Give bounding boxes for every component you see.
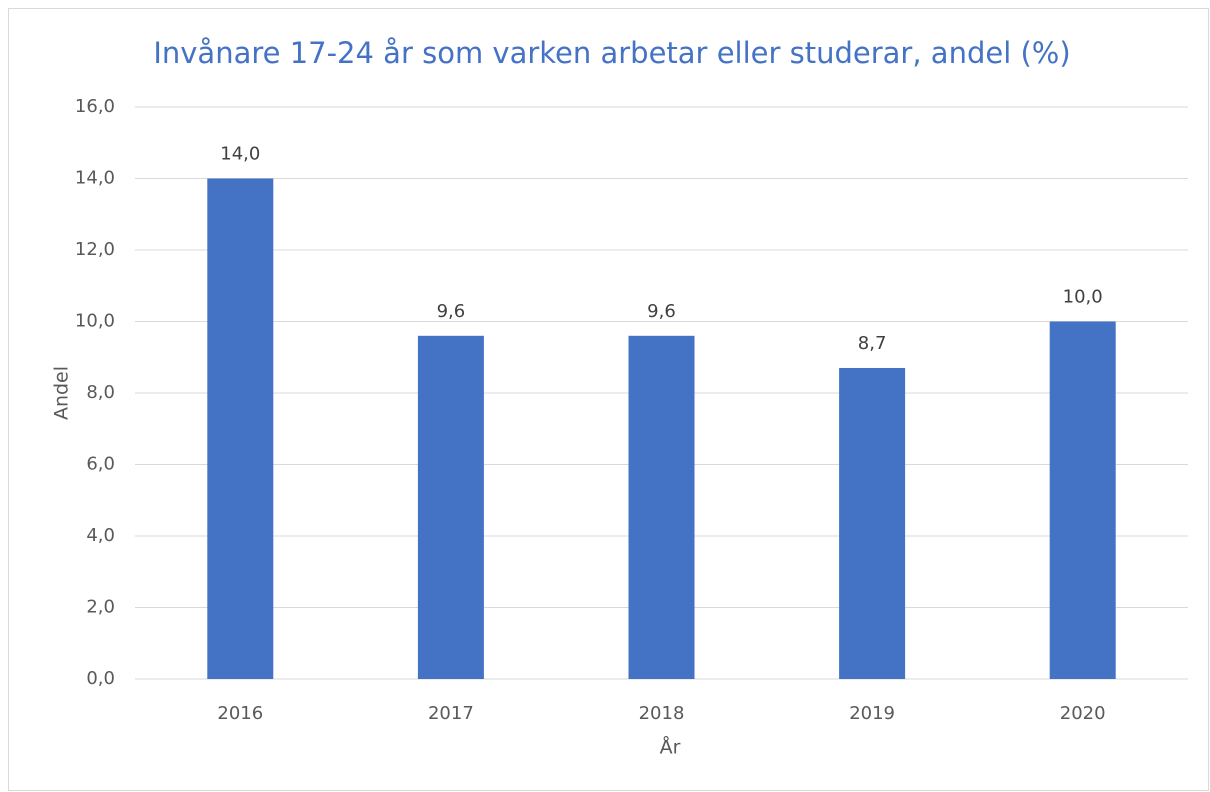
data-label: 10,0 — [1063, 287, 1103, 308]
bar — [839, 367, 906, 679]
y-tick-label: 0,0 — [86, 668, 115, 689]
x-tick-label: 2016 — [217, 703, 263, 724]
y-tick-label: 14,0 — [75, 168, 115, 189]
y-tick-label: 12,0 — [75, 239, 115, 260]
bar — [628, 335, 695, 679]
x-axis-label: År — [660, 736, 681, 759]
y-tick-label: 4,0 — [86, 525, 115, 546]
x-tick-label: 2019 — [849, 703, 895, 724]
y-tick-label: 16,0 — [75, 96, 115, 117]
bar — [207, 178, 274, 679]
y-tick-label: 6,0 — [86, 454, 115, 475]
y-tick-label: 8,0 — [86, 382, 115, 403]
data-label: 9,6 — [647, 301, 676, 322]
data-label: 9,6 — [437, 301, 466, 322]
bar — [417, 335, 484, 679]
x-tick-label: 2020 — [1060, 703, 1106, 724]
chart-frame — [8, 8, 1209, 791]
y-axis-label: Andel — [51, 366, 73, 420]
y-tick-label: 2,0 — [86, 597, 115, 618]
data-label: 8,7 — [858, 333, 887, 354]
data-label: 14,0 — [220, 144, 260, 165]
x-tick-label: 2018 — [639, 703, 685, 724]
bar — [1049, 321, 1116, 679]
y-tick-label: 10,0 — [75, 311, 115, 332]
chart-title: Invånare 17-24 år som varken arbetar ell… — [153, 36, 1070, 70]
x-tick-label: 2017 — [428, 703, 474, 724]
